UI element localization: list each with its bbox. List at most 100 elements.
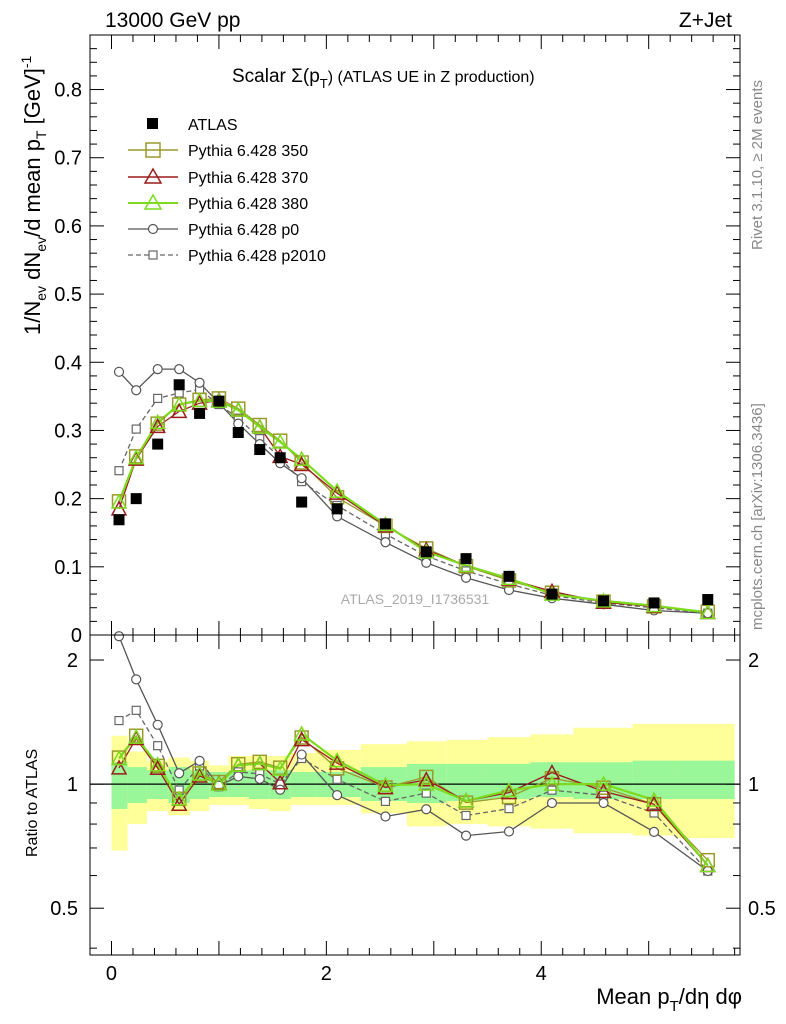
- atlas-data-point: [113, 514, 125, 526]
- ratio-marker-370: [149, 759, 166, 775]
- ratio-marker-p2010: [421, 788, 431, 798]
- ratio-marker-p0: [332, 789, 343, 801]
- ratio-marker-380: [500, 781, 518, 798]
- series-line-p0: [118, 368, 708, 614]
- analysis-watermark: ATLAS_2019_I1736531: [341, 591, 490, 607]
- ratio-marker-p0: [648, 826, 660, 837]
- ratio-marker-370: [170, 795, 188, 811]
- marker-380: [251, 418, 269, 434]
- y-tick-label: 0: [71, 625, 82, 647]
- marker-370: [149, 417, 166, 434]
- ratio-y-tick-label-right: 2: [748, 650, 759, 672]
- ratio-marker-370: [500, 784, 518, 800]
- legend-entry-370: Pythia 6.428 370: [128, 167, 308, 187]
- marker-p0: [113, 366, 125, 377]
- ratio-marker-p0: [421, 804, 432, 815]
- y-tick-label: 0.8: [54, 80, 82, 102]
- axes: 0 2 4 0 0.1 0.2 0.3 0.4 0.5 0.6 0.7 0.8 0.5 0.5 1 1 2 2: [50, 34, 776, 985]
- atlas-data-point: [546, 588, 558, 600]
- ratio-marker-p0: [233, 771, 244, 782]
- ratio-marker-p2010: [174, 785, 184, 795]
- series-line-350: [118, 397, 708, 613]
- ratio-marker-380: [170, 790, 188, 806]
- marker-380: [110, 493, 128, 509]
- marker-380: [170, 395, 188, 412]
- ratio-marker-380: [645, 791, 663, 807]
- atlas-data-point: [130, 493, 142, 505]
- marker-p2010: [153, 393, 163, 404]
- ratio-marker-p0: [546, 797, 558, 809]
- marker-370: [328, 484, 346, 500]
- marker-p0: [296, 473, 307, 484]
- atlas-data-point: [503, 570, 515, 582]
- atlas-data-point: [232, 427, 244, 438]
- ratio-marker-p0: [254, 773, 265, 785]
- ratio-marker-p2010: [649, 808, 659, 818]
- marker-370: [293, 455, 310, 472]
- rivet-label: Rivet 3.1.10, ≥ 2M events: [749, 80, 766, 250]
- ratio-marker-370: [418, 771, 435, 787]
- marker-380: [699, 603, 717, 620]
- ratio-marker-370: [110, 759, 128, 775]
- atlas-data-point: [420, 546, 432, 558]
- y-tick-label: 0.4: [54, 352, 82, 374]
- ratio-marker-p2010: [332, 774, 342, 784]
- ratio-marker-p2010: [153, 741, 163, 751]
- ratio-marker-370: [191, 767, 208, 783]
- ratio-marker-380: [191, 765, 208, 781]
- ratio-marker-370: [645, 795, 663, 812]
- ratio-y-axis-label: Ratio to ATLAS: [24, 749, 41, 857]
- marker-p0: [152, 363, 163, 375]
- x-tick-label: 2: [321, 963, 332, 985]
- mcplots-label: mcplots.cern.ch [arXiv:1306.3436]: [749, 403, 766, 630]
- ratio-marker-350: [150, 758, 165, 774]
- ratio-marker-380: [210, 775, 228, 791]
- marker-p0: [131, 385, 142, 396]
- ratio-marker-p0: [598, 797, 609, 809]
- legend-atlas-label: ATLAS: [188, 117, 238, 134]
- plot-title: Scalar Σ(pT) (ATLAS UE in Z production): [232, 66, 535, 91]
- atlas-data-point: [213, 395, 225, 407]
- ratio-marker-380: [110, 749, 128, 766]
- marker-380: [230, 401, 247, 417]
- y-tick-label: 0.5: [54, 284, 82, 306]
- atlas-data-point: [331, 503, 343, 515]
- atlas-data-point: [173, 379, 185, 391]
- ratio-marker-p0: [131, 674, 142, 685]
- ratio-marker-p0: [113, 631, 125, 642]
- marker-380: [328, 482, 346, 498]
- atlas-data-point: [254, 444, 266, 456]
- legend-atlas-marker: [147, 118, 158, 129]
- marker-380: [191, 391, 208, 408]
- series-line-380: [117, 399, 708, 614]
- ratio-marker-380: [127, 728, 145, 744]
- ratio-marker-350: [419, 769, 434, 785]
- ratio-marker-380: [543, 775, 561, 791]
- ratio-marker-p0: [194, 755, 205, 766]
- header-right: Z+Jet: [679, 9, 732, 32]
- ratio-marker-p2010: [131, 705, 141, 715]
- ratio-marker-p0: [503, 826, 515, 837]
- legend-p0-label: Pythia 6.428 p0: [188, 222, 299, 239]
- legend-370-label: Pythia 6.428 370: [188, 170, 308, 187]
- legend-entry-380: Pythia 6.428 380: [128, 193, 308, 213]
- ratio-marker-380: [328, 751, 346, 768]
- legend-p2010-label: Pythia 6.428 p2010: [188, 248, 326, 265]
- ratio-marker-p0: [460, 830, 472, 841]
- legend: ATLAS Pythia 6.428 350 Pythia 6.428 370 …: [128, 117, 326, 265]
- ratio-marker-p0: [152, 719, 163, 730]
- marker-380: [127, 449, 145, 465]
- ratio-marker-350: [700, 852, 716, 868]
- ratio-marker-p2010: [461, 810, 471, 821]
- legend-p2010-marker: [148, 250, 158, 260]
- legend-370-marker: [143, 167, 163, 184]
- ratio-marker-380: [271, 760, 289, 776]
- atlas-data-point: [702, 594, 714, 606]
- atlas-data-point: [296, 496, 308, 508]
- y-tick-label: 0.2: [54, 489, 82, 511]
- ratio-y-tick-label-right: 1: [748, 774, 759, 796]
- marker-p0: [194, 377, 205, 388]
- marker-380: [149, 413, 166, 430]
- ratio-marker-370: [293, 731, 310, 747]
- atlas-data-point: [274, 452, 286, 464]
